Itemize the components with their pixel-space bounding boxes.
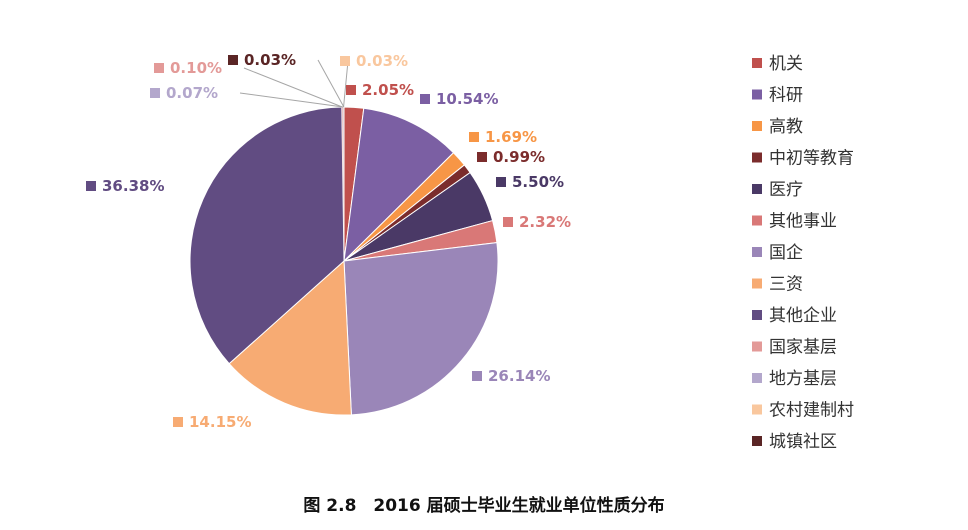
legend-marker-7 (752, 278, 762, 289)
legend-entry-8: 其他企业 (769, 306, 837, 326)
legend-entry-9: 国家基层 (769, 338, 837, 358)
legend-marker-2 (752, 121, 762, 131)
leader-line-12 (317, 59, 345, 108)
legend-entry-2: 高教 (769, 117, 803, 137)
data-label-1: 10.54% (436, 90, 498, 108)
legend-entry-12: 城镇社区 (769, 432, 837, 452)
legend-entry-6: 国企 (769, 243, 803, 263)
data-label-marker-8 (86, 181, 96, 191)
pie-slice-7 (228, 259, 352, 416)
data-label-10: 0.07% (166, 84, 218, 102)
data-label-marker-11 (340, 56, 350, 66)
legend-marker-8 (752, 310, 762, 320)
pie-slice-6 (343, 242, 499, 416)
data-label-marker-1 (420, 94, 430, 104)
data-label-4: 5.50% (512, 173, 564, 191)
data-label-2: 1.69% (485, 128, 537, 146)
legend-entry-0: 机关 (769, 54, 803, 74)
legend-marker-11 (752, 404, 762, 415)
leader-line-9 (243, 67, 343, 108)
leader-lines (239, 59, 349, 108)
data-label-8: 36.38% (102, 177, 164, 195)
data-label-5: 2.32% (519, 213, 571, 231)
legend-entry-11: 农村建制村 (769, 401, 854, 421)
legend-marker-6 (752, 247, 762, 257)
pie-slice-1 (343, 107, 455, 263)
data-label-marker-7 (173, 417, 183, 427)
data-label-marker-10 (150, 88, 160, 98)
data-label-marker-3 (477, 152, 487, 162)
data-labels: 2.05% 10.54% 1.69% 0.99% 5.50% 2.32% 26.14% 14.… (86, 51, 571, 431)
data-label-11: 0.03% (356, 52, 408, 70)
pie-slices (189, 106, 499, 416)
legend-entry-10: 地方基层 (769, 369, 837, 389)
legend-marker-9 (752, 341, 762, 352)
data-label-7: 14.15% (189, 413, 251, 431)
pie-slice-8 (189, 106, 345, 365)
legend-marker-3 (752, 152, 762, 163)
data-label-marker-12 (228, 55, 238, 65)
legend-marker-12 (752, 436, 762, 446)
legend-entry-4: 医疗 (769, 180, 803, 200)
data-label-marker-2 (469, 132, 479, 142)
legend-marker-0 (752, 58, 762, 68)
data-label-marker-6 (472, 371, 482, 381)
legend-marker-4 (752, 184, 762, 194)
figure-caption: 图 2.8 2016 届硕士毕业生就业单位性质分布 (303, 496, 665, 516)
legend-entry-3: 中初等教育 (769, 149, 854, 169)
legend-entry-5: 其他事业 (769, 212, 837, 232)
pie-chart: 2.05% 10.54% 1.69% 0.99% 5.50% 2.32% 26.14% 14.… (86, 51, 854, 452)
legend: 机关科研高教中初等教育医疗其他事业国企三资其他企业国家基层地方基层农村建制村城镇… (752, 54, 854, 452)
data-label-12: 0.03% (244, 51, 296, 69)
legend-marker-10 (752, 373, 762, 383)
data-label-9: 0.10% (170, 59, 222, 77)
data-label-marker-9 (154, 63, 164, 73)
data-label-marker-5 (503, 217, 513, 227)
legend-entry-7: 三资 (769, 275, 803, 295)
leader-line-11 (343, 60, 349, 108)
data-label-0: 2.05% (362, 81, 414, 99)
legend-entry-1: 科研 (769, 86, 803, 106)
legend-marker-5 (752, 215, 762, 226)
data-label-marker-0 (346, 85, 356, 95)
data-label-marker-4 (496, 177, 506, 187)
data-label-6: 26.14% (488, 367, 550, 385)
legend-marker-1 (752, 89, 762, 100)
data-label-3: 0.99% (493, 148, 545, 166)
leader-line-10 (239, 92, 344, 108)
